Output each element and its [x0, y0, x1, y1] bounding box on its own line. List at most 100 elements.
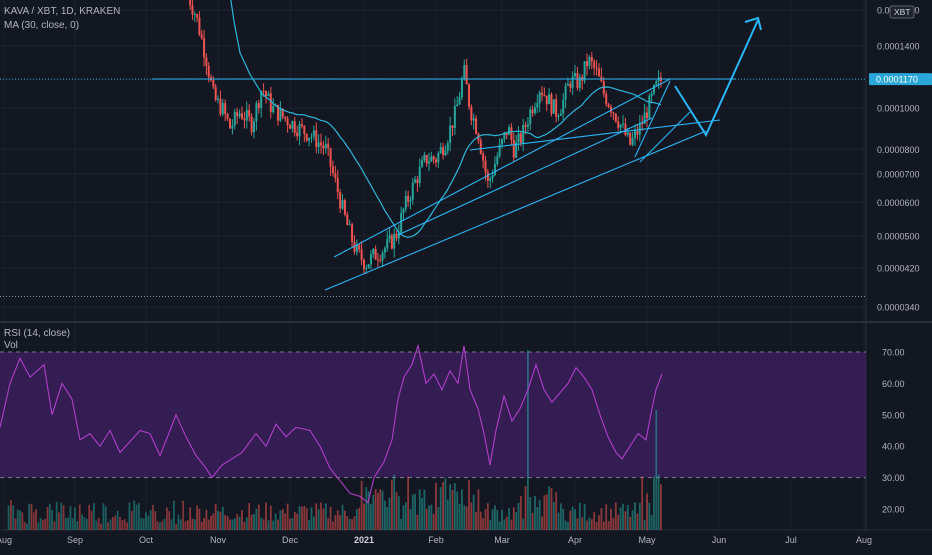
volume-bar	[482, 518, 485, 530]
candle-body	[439, 147, 442, 154]
projection-arrowhead	[744, 16, 762, 31]
candle-body	[526, 124, 529, 127]
volume-bar	[334, 515, 337, 530]
rsi-legend: RSI (14, close)	[4, 328, 71, 339]
candle-body	[512, 139, 515, 158]
volume-bar	[114, 515, 117, 530]
volume-bar	[498, 521, 501, 530]
candle-body	[395, 233, 398, 239]
volume-bar	[262, 519, 265, 530]
volume-bar	[253, 513, 255, 530]
candle-body	[423, 155, 426, 161]
volume-bar	[26, 523, 28, 530]
volume-bar	[226, 516, 229, 530]
candle-body	[626, 132, 629, 135]
candle-body	[267, 93, 270, 97]
candle-body	[646, 112, 648, 119]
candle-body	[397, 232, 400, 239]
volume-bar	[496, 509, 499, 530]
candle-body	[545, 95, 548, 105]
candle-body	[529, 109, 532, 125]
volume-bar	[660, 484, 662, 530]
lower-trendline	[324, 130, 707, 291]
volume-bar	[446, 499, 449, 530]
volume-bar	[629, 516, 632, 530]
volume-bar	[581, 517, 584, 530]
candle-body	[453, 106, 456, 129]
volume-bar	[393, 474, 396, 530]
volume-bar	[377, 492, 379, 530]
volume-bar	[346, 516, 349, 530]
volume-bar	[477, 489, 480, 530]
candle-body	[508, 127, 511, 135]
volume-bar	[248, 503, 251, 530]
volume-bar	[372, 494, 375, 530]
volume-bar	[53, 521, 56, 530]
candle-body	[393, 233, 396, 249]
candle-body	[482, 153, 485, 161]
volume-bar	[154, 511, 157, 530]
volume-bar	[610, 508, 612, 530]
time-tick-label: May	[638, 535, 656, 545]
candle-body	[430, 156, 433, 162]
volume-bar	[505, 516, 508, 530]
candle-body	[200, 34, 203, 39]
volume-bar	[51, 509, 53, 530]
volume-bar	[339, 515, 342, 530]
time-tick-label: Dec	[282, 535, 299, 545]
candle-body	[652, 84, 655, 94]
volume-bar	[653, 476, 655, 530]
volume-bar	[210, 515, 212, 530]
candle-body	[400, 213, 403, 233]
candle-body	[486, 172, 489, 181]
currency-badge	[889, 5, 915, 19]
volume-bar	[421, 498, 423, 530]
volume-bar	[501, 509, 503, 530]
candle-body	[435, 159, 437, 163]
candle-body	[245, 109, 248, 121]
volume-bar	[353, 516, 356, 530]
volume-bar	[97, 518, 100, 530]
volume-bar	[119, 516, 121, 530]
time-tick-label: Aug	[0, 535, 12, 545]
volume-bar	[416, 514, 419, 530]
candle-body	[291, 121, 294, 129]
volume-bar	[479, 511, 482, 530]
volume-bar	[109, 519, 112, 530]
time-tick-label: Jun	[712, 535, 727, 545]
candle-body	[566, 83, 569, 86]
volume-bar	[48, 503, 51, 530]
candle-body	[519, 133, 522, 143]
volume-bar	[360, 480, 363, 530]
volume-bar	[39, 517, 42, 530]
volume-bar	[133, 500, 136, 530]
volume-bar	[175, 523, 178, 530]
candle-body	[409, 199, 412, 202]
candle-body	[655, 81, 658, 85]
volume-bar	[88, 504, 91, 530]
candle-body	[442, 147, 445, 156]
volume-bar	[409, 508, 412, 530]
volume-bar	[229, 519, 231, 530]
currency-badge-label: XBT	[894, 7, 911, 17]
candle-body	[402, 208, 405, 214]
volume-bar	[491, 509, 494, 530]
candle-body	[308, 137, 311, 141]
volume-bar	[272, 520, 275, 530]
candle-body	[631, 137, 634, 145]
volume-bar	[182, 500, 185, 530]
candle-body	[229, 118, 231, 129]
volume-bar	[243, 521, 246, 530]
volume-bar	[128, 502, 131, 530]
volume-bar	[503, 519, 506, 530]
volume-bar	[363, 503, 365, 530]
price-tick-label: 0.0000340	[877, 303, 920, 313]
volume-bar	[519, 495, 522, 530]
volume-bar	[402, 505, 405, 530]
candle-body	[617, 121, 620, 128]
volume-bar	[305, 508, 308, 530]
time-tick-label: Feb	[428, 535, 444, 545]
volume-bar	[14, 518, 17, 530]
candle-body	[470, 106, 473, 121]
